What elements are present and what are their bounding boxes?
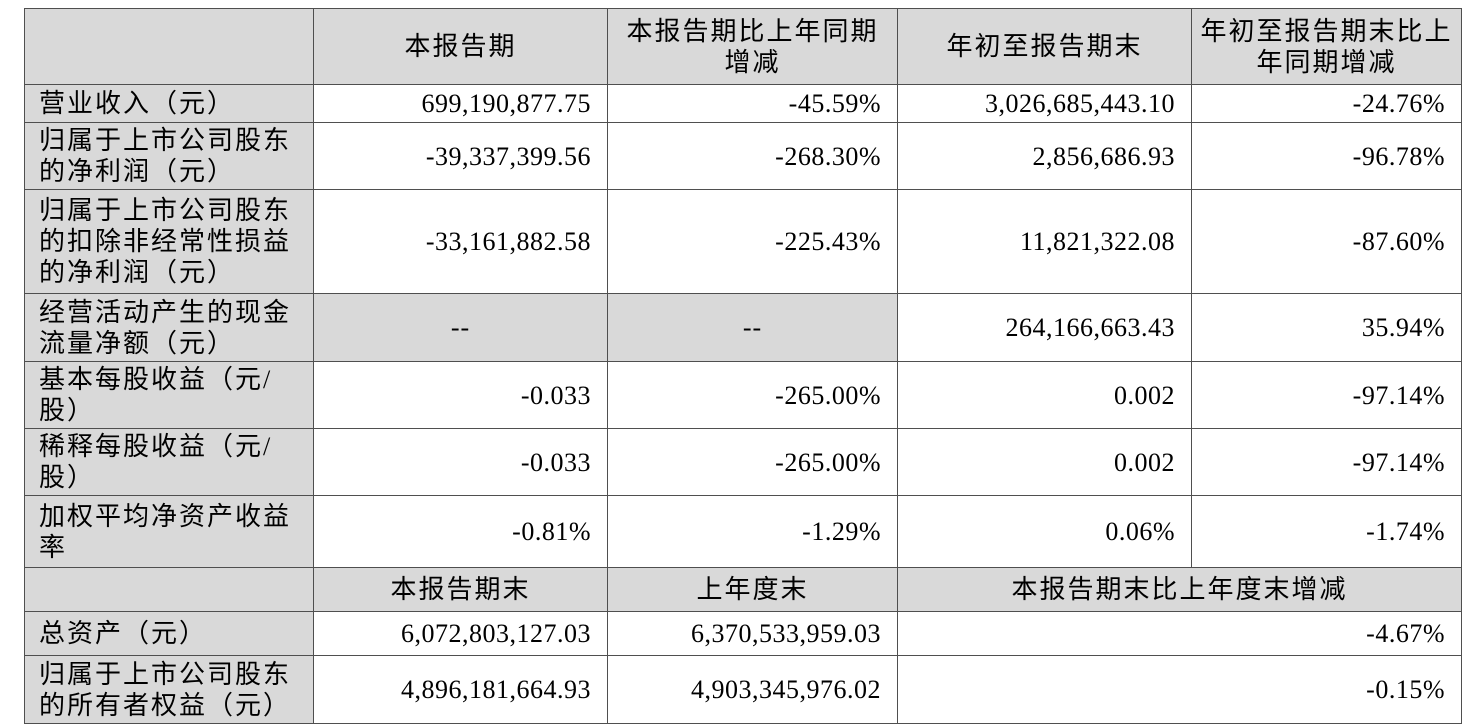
row-label: 加权平均净资产收益率 (24, 495, 314, 568)
corner-cell (24, 567, 314, 612)
value-cell: -0.033 (313, 361, 608, 429)
row-label: 归属于上市公司股东的净利润（元） (24, 122, 314, 190)
value-cell: 0.06% (897, 495, 1192, 568)
value-cell: 0.002 (897, 361, 1192, 429)
value-cell: 2,856,686.93 (897, 122, 1192, 190)
row-label: 总资产（元） (24, 611, 314, 656)
value-cell: -4.67% (897, 611, 1462, 656)
value-cell: 699,190,877.75 (313, 84, 608, 123)
value-cell: -33,161,882.58 (313, 189, 608, 294)
row-label: 经营活动产生的现金流量净额（元） (24, 293, 314, 362)
row-label: 基本每股收益（元/股） (24, 361, 314, 429)
table-row: 归属于上市公司股东的扣除非经常性损益的净利润（元） -33,161,882.58-… (24, 189, 1462, 294)
row-label: 归属于上市公司股东的所有者权益（元） (24, 655, 314, 724)
empty-value-cell: -- (313, 293, 608, 362)
table-row: 营业收入（元） 699,190,877.75 -45.59% 3,026,685,44… (24, 84, 1462, 123)
column-header: 本报告期比上年同期增减 (607, 8, 898, 85)
table-row: 基本每股收益（元/股） -0.033 -265.00% 0.002 -97.14% (24, 361, 1462, 429)
value-cell: 0.002 (897, 428, 1192, 496)
value-cell: 6,370,533,959.03 (607, 611, 898, 656)
value-cell: 6,072,803,127.03 (313, 611, 608, 656)
row-label: 营业收入（元） (24, 84, 314, 123)
value-cell: 4,903,345,976.02 (607, 655, 898, 724)
value-cell: -0.15% (897, 655, 1462, 724)
column-header: 上年度末 (607, 567, 898, 612)
value-cell: 264,166,663.43 (897, 293, 1192, 362)
header-row: 本报告期末 上年度末 本报告期末比上年度末增减 (24, 567, 1462, 612)
financial-summary-table: 本报告期 本报告期比上年同期增减 年初至报告期末 年初至报告期末比上年同期增减 营业收入… (24, 8, 1462, 724)
column-header: 本报告期末比上年度末增减 (897, 567, 1462, 612)
value-cell: -39,337,399.56 (313, 122, 608, 190)
table-body: 本报告期 本报告期比上年同期增减 年初至报告期末 年初至报告期末比上年同期增减 营业收入… (24, 8, 1462, 724)
value-cell: -24.76% (1191, 84, 1462, 123)
table-row: 归属于上市公司股东的所有者权益（元） 4,896,181,664.93 4,903,… (24, 655, 1462, 724)
row-label: 归属于上市公司股东的扣除非经常性损益的净利润（元） (24, 189, 314, 294)
column-header: 本报告期 (313, 8, 608, 85)
table-row: 经营活动产生的现金流量净额（元） -- -- 264,166,663.43 35.94% (24, 293, 1462, 362)
header-row: 本报告期 本报告期比上年同期增减 年初至报告期末 年初至报告期末比上年同期增减 (24, 8, 1462, 85)
table-row: 加权平均净资产收益率 -0.81% -1.29% 0.06% -1.74% (24, 495, 1462, 568)
value-cell: -96.78% (1191, 122, 1462, 190)
key-accounting-data-table: 本报告期 本报告期比上年同期增减 年初至报告期末 年初至报告期末比上年同期增减 营业收入… (24, 8, 1462, 724)
value-cell: -45.59% (607, 84, 898, 123)
column-header: 本报告期末 (313, 567, 608, 612)
value-cell: 35.94% (1191, 293, 1462, 362)
empty-value-cell: -- (607, 293, 898, 362)
value-cell: -265.00% (607, 361, 898, 429)
value-cell: 3,026,685,443.10 (897, 84, 1192, 123)
value-cell: -225.43% (607, 189, 898, 294)
value-cell: -97.14% (1191, 428, 1462, 496)
value-cell: -1.29% (607, 495, 898, 568)
value-cell: 4,896,181,664.93 (313, 655, 608, 724)
value-cell: -0.81% (313, 495, 608, 568)
corner-cell (24, 8, 314, 85)
column-header: 年初至报告期末 (897, 8, 1192, 85)
table-row: 归属于上市公司股东的净利润（元） -39,337,399.56 -268.30% 2,… (24, 122, 1462, 190)
row-label: 稀释每股收益（元/股） (24, 428, 314, 496)
value-cell: -87.60% (1191, 189, 1462, 294)
value-cell: -1.74% (1191, 495, 1462, 568)
table-row: 稀释每股收益（元/股） -0.033 -265.00% 0.002 -97.14% (24, 428, 1462, 496)
value-cell: -265.00% (607, 428, 898, 496)
column-header: 年初至报告期末比上年同期增减 (1191, 8, 1462, 85)
value-cell: 11,821,322.08 (897, 189, 1192, 294)
value-cell: -97.14% (1191, 361, 1462, 429)
value-cell: -0.033 (313, 428, 608, 496)
table-row: 总资产（元） 6,072,803,127.03 6,370,533,959.03 -4… (24, 611, 1462, 656)
value-cell: -268.30% (607, 122, 898, 190)
